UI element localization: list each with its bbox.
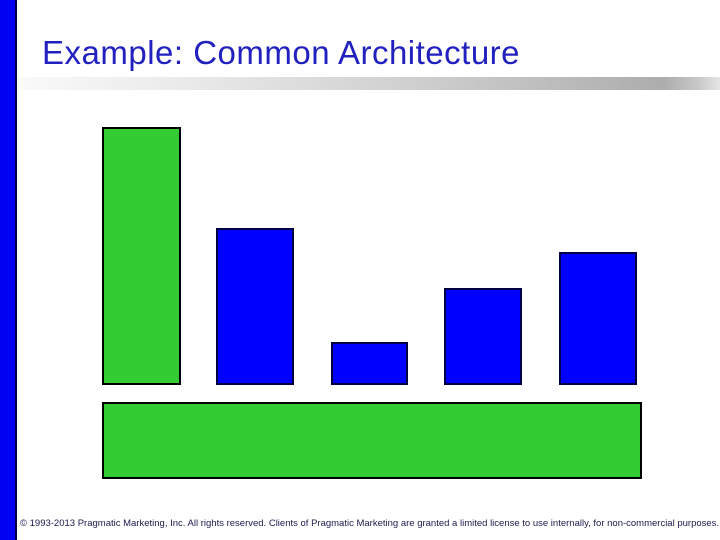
title-underline-gradient: [17, 77, 720, 90]
blue-product-bar-1: [216, 228, 294, 385]
blue-product-bar-3: [444, 288, 522, 385]
slide-title: Example: Common Architecture: [42, 34, 521, 71]
blue-product-bar-4: [559, 252, 637, 385]
blue-product-bar-2: [331, 342, 408, 385]
green-product-bar: [102, 127, 181, 385]
footer-copyright: © 1993-2013 Pragmatic Marketing, Inc. Al…: [20, 518, 720, 529]
left-accent-stripe: [0, 0, 17, 540]
green-common-platform-bar: [102, 402, 642, 479]
